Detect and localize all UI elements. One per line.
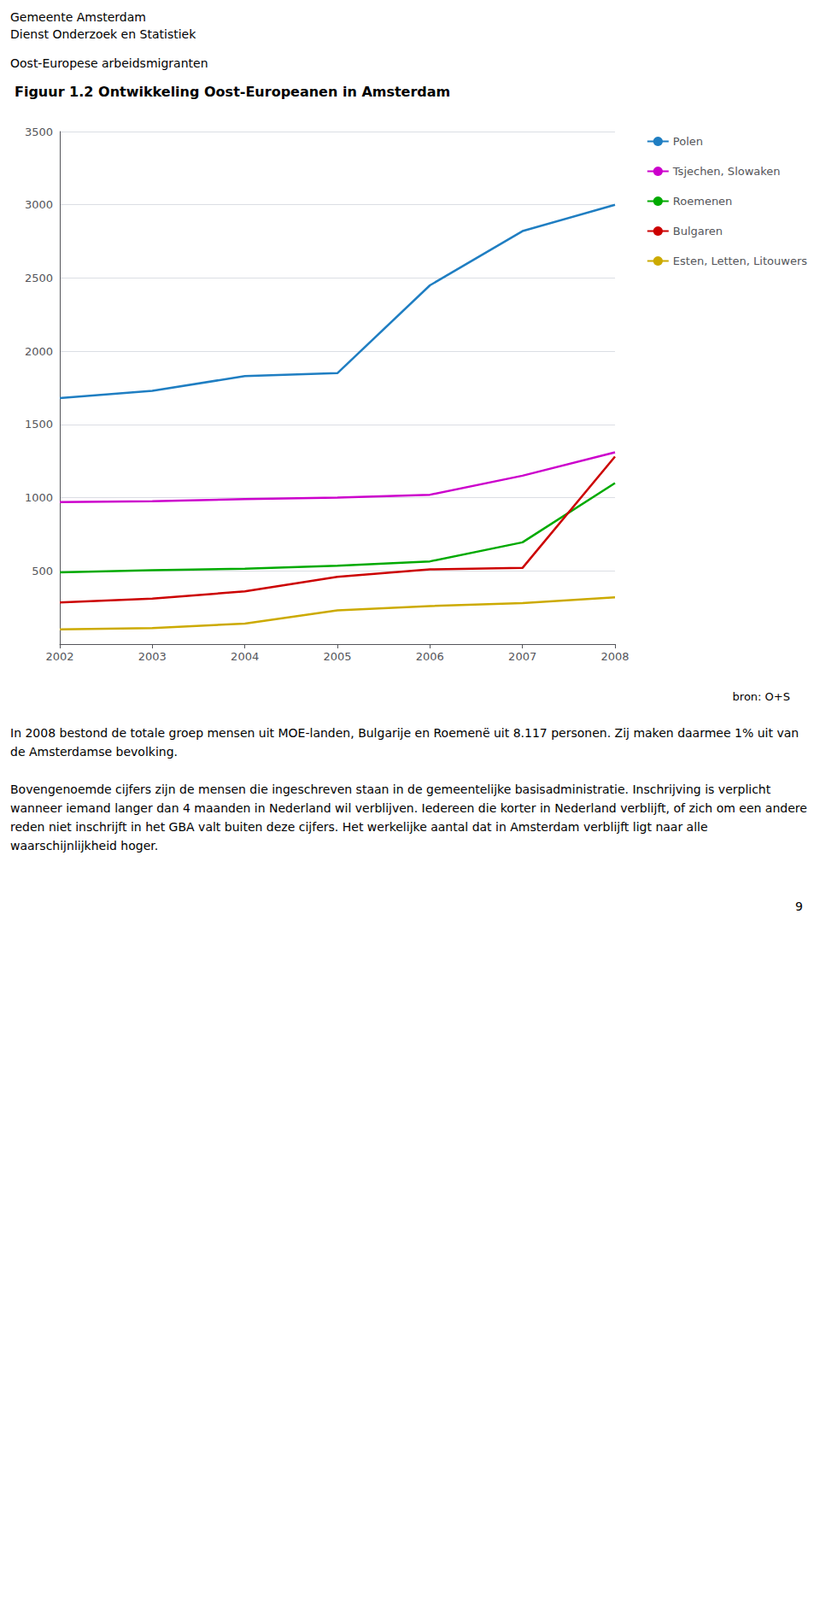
svg-text:Polen: Polen <box>673 134 703 148</box>
html-text:Oost-Europese arbeidsmigranten: Oost-Europese arbeidsmigranten <box>10 56 208 71</box>
svg-text:2002: 2002 <box>45 650 74 663</box>
svg-text:1500: 1500 <box>24 417 53 431</box>
svg-text:2004: 2004 <box>230 650 259 663</box>
svg-text:2006: 2006 <box>415 650 445 663</box>
svg-text:3000: 3000 <box>24 198 53 211</box>
svg-text:2005: 2005 <box>322 650 352 663</box>
html-text:Bovengenoemde cijfers zijn de: Bovengenoemde cijfers zijn de mensen die… <box>10 782 808 853</box>
html-text:Gemeente Amsterdam: Gemeente Amsterdam <box>10 10 147 24</box>
html-text:In 2008 bestond de totale groe: In 2008 bestond de totale groep mensen u… <box>10 726 799 759</box>
html-text:9: 9 <box>795 899 803 914</box>
svg-text:2003: 2003 <box>138 650 167 663</box>
html-text:Dienst Onderzoek en Statistiek: Dienst Onderzoek en Statistiek <box>10 27 196 41</box>
svg-text:2008: 2008 <box>600 650 629 663</box>
svg-text:2500: 2500 <box>24 271 53 285</box>
svg-text:1000: 1000 <box>24 491 53 504</box>
svg-text:2007: 2007 <box>508 650 537 663</box>
svg-text:Tsjechen, Slowaken: Tsjechen, Slowaken <box>672 164 781 178</box>
svg-text:Figuur 1.2 Ontwikkeling Oost-E: Figuur 1.2 Ontwikkeling Oost-Europeanen … <box>14 83 451 100</box>
svg-text:2000: 2000 <box>24 345 53 358</box>
svg-text:3500: 3500 <box>24 125 53 139</box>
svg-text:Roemenen: Roemenen <box>673 194 733 208</box>
html-text:bron: O+S: bron: O+S <box>732 690 791 703</box>
svg-text:500: 500 <box>31 564 53 578</box>
svg-text:Esten, Letten, Litouwers: Esten, Letten, Litouwers <box>673 254 808 268</box>
svg-text:Bulgaren: Bulgaren <box>673 224 723 238</box>
